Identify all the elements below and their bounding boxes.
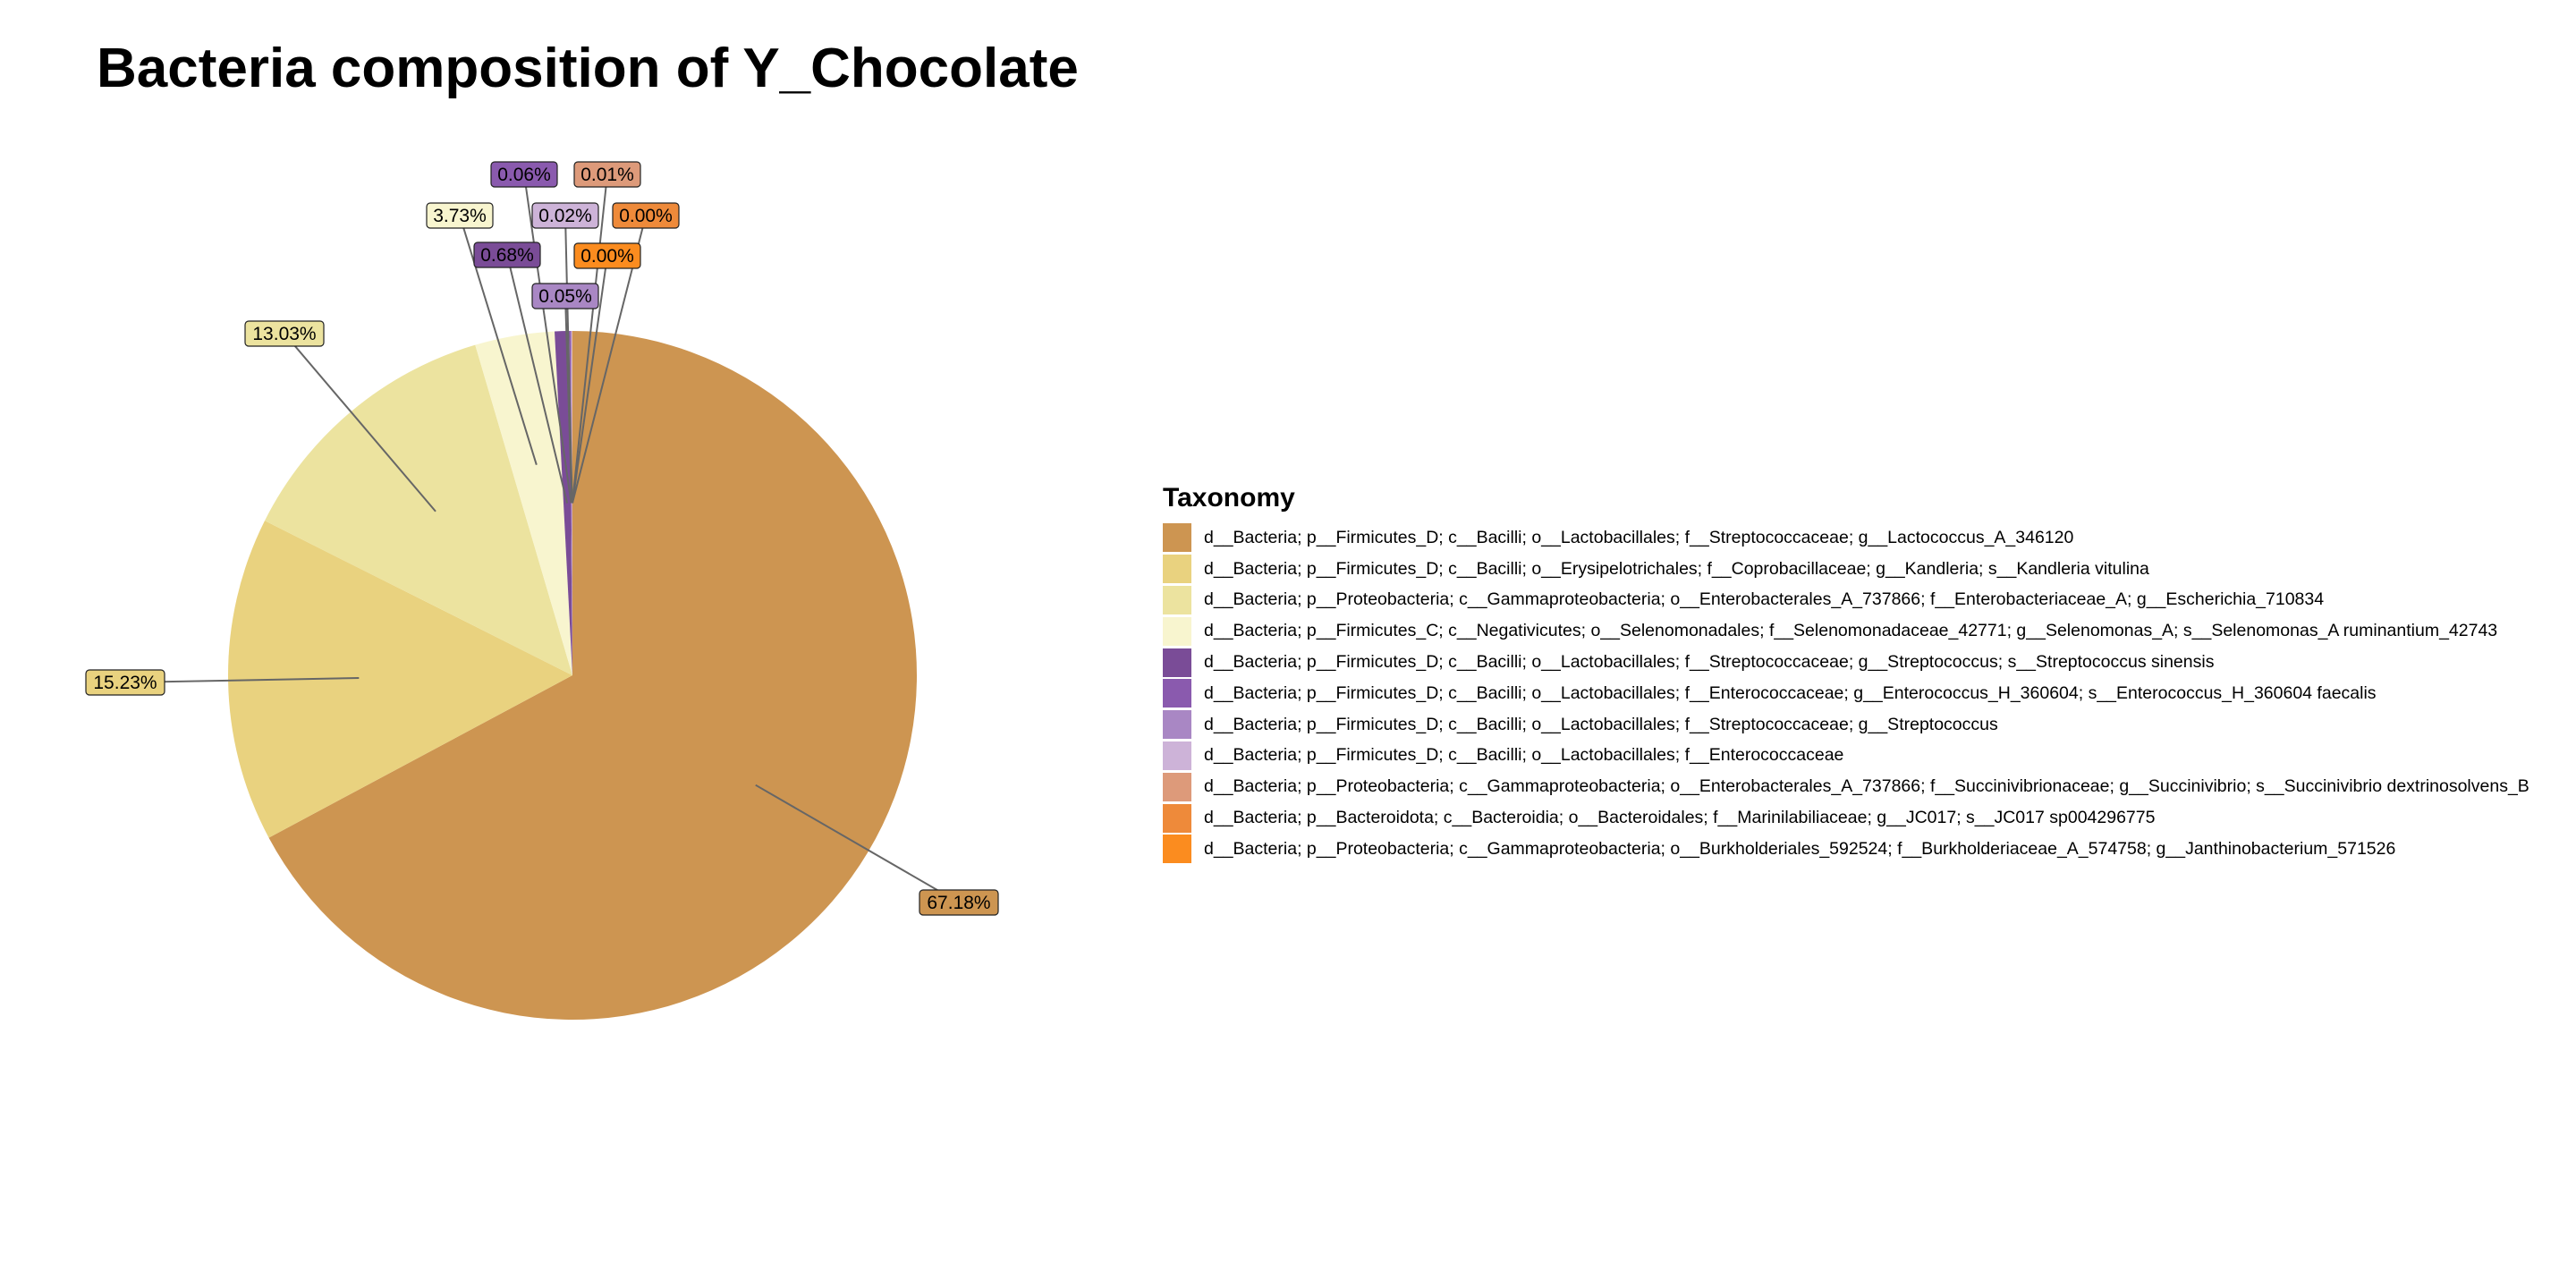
slice-label-3: 13.03% [244, 320, 325, 347]
leader-line-5 [506, 254, 569, 504]
legend-entry-9: d__Bacteria; p__Proteobacteria; c__Gamma… [1163, 771, 2529, 802]
legend-label: d__Bacteria; p__Firmicutes_C; c__Negativ… [1204, 621, 2498, 641]
legend-entry-1: d__Bacteria; p__Firmicutes_D; c__Bacilli… [1163, 522, 2529, 554]
slice-label-text: 0.00% [580, 246, 634, 267]
legend-label: d__Bacteria; p__Bacteroidota; c__Bactero… [1204, 808, 2156, 828]
legend-swatch [1163, 835, 1191, 864]
slice-label-11: 0.00% [573, 242, 641, 269]
legend-swatch [1163, 648, 1191, 677]
legend: Taxonomy d__Bacteria; p__Firmicutes_D; c… [1163, 483, 2529, 865]
legend-label: d__Bacteria; p__Proteobacteria; c__Gamma… [1204, 838, 2396, 859]
legend-swatch [1163, 679, 1191, 708]
leader-line-3 [284, 333, 436, 513]
slice-label-9: 0.01% [573, 161, 641, 188]
legend-label: d__Bacteria; p__Firmicutes_D; c__Bacilli… [1204, 682, 2377, 703]
chart-title: Bacteria composition of Y_Chocolate [97, 38, 1079, 99]
leader-line-9 [571, 174, 608, 504]
slice-label-text: 67.18% [927, 893, 990, 913]
slice-label-8: 0.02% [531, 202, 599, 229]
slice-label-text: 15.23% [93, 673, 157, 693]
legend-entry-8: d__Bacteria; p__Firmicutes_D; c__Bacilli… [1163, 741, 2529, 772]
legend-swatch [1163, 616, 1191, 646]
slice-label-4: 3.73% [426, 202, 494, 229]
pie-slice-4 [475, 331, 572, 675]
legend-entry-2: d__Bacteria; p__Firmicutes_D; c__Bacilli… [1163, 554, 2529, 585]
legend-entry-10: d__Bacteria; p__Bacteroidota; c__Bactero… [1163, 802, 2529, 834]
slice-label-6: 0.06% [490, 161, 558, 188]
slice-label-5: 0.68% [473, 242, 541, 268]
legend-swatch [1163, 555, 1191, 584]
legend-label: d__Bacteria; p__Firmicutes_D; c__Bacilli… [1204, 745, 1844, 766]
slice-label-text: 0.01% [580, 165, 634, 185]
slice-label-text: 13.03% [252, 324, 316, 344]
legend-label: d__Bacteria; p__Firmicutes_D; c__Bacilli… [1204, 558, 2149, 579]
leader-line-6 [523, 174, 572, 504]
legend-label: d__Bacteria; p__Proteobacteria; c__Gamma… [1204, 776, 2529, 797]
pie-slices [228, 331, 917, 1020]
legend-entry-4: d__Bacteria; p__Firmicutes_C; c__Negativ… [1163, 615, 2529, 647]
legend-title: Taxonomy [1163, 483, 1295, 513]
leader-line-8 [564, 215, 573, 504]
pie-slice-2 [228, 521, 572, 838]
legend-entry-5: d__Bacteria; p__Firmicutes_D; c__Bacilli… [1163, 647, 2529, 678]
slice-label-text: 0.06% [497, 165, 551, 185]
legend-swatch [1163, 741, 1191, 770]
legend-swatch [1163, 803, 1191, 833]
slice-label-2: 15.23% [85, 669, 165, 696]
legend-swatch [1163, 710, 1191, 740]
slice-label-text: 3.73% [433, 206, 487, 226]
legend-entry-3: d__Bacteria; p__Proteobacteria; c__Gamma… [1163, 585, 2529, 616]
legend-swatch [1163, 585, 1191, 614]
slice-label-1: 67.18% [919, 889, 999, 916]
slice-label-text: 0.68% [480, 245, 534, 266]
legend-label: d__Bacteria; p__Firmicutes_D; c__Bacilli… [1204, 714, 1998, 734]
pie-slice-1 [268, 331, 917, 1020]
slice-labels: 67.18% 15.23% 13.03% 3.73% 0.68% 0.06% 0.05% 0.… [85, 161, 999, 916]
legend-entries: d__Bacteria; p__Firmicutes_D; c__Bacilli… [1163, 522, 2529, 865]
slice-label-text: 0.02% [538, 206, 592, 226]
legend-label: d__Bacteria; p__Firmicutes_D; c__Bacilli… [1204, 527, 2074, 547]
leader-line-11 [571, 255, 608, 504]
legend-label: d__Bacteria; p__Proteobacteria; c__Gamma… [1204, 589, 2325, 610]
slice-label-text: 0.05% [538, 286, 592, 307]
slice-label-10: 0.00% [612, 202, 680, 229]
pie-slice-3 [265, 344, 572, 675]
slice-label-text: 0.00% [619, 206, 673, 226]
legend-swatch [1163, 772, 1191, 801]
legend-swatch [1163, 523, 1191, 553]
leader-line-4 [459, 215, 538, 466]
legend-entry-11: d__Bacteria; p__Proteobacteria; c__Gamma… [1163, 834, 2529, 865]
legend-entry-7: d__Bacteria; p__Firmicutes_D; c__Bacilli… [1163, 709, 2529, 741]
label-leader-lines [124, 174, 960, 903]
leader-line-1 [755, 784, 960, 903]
legend-entry-6: d__Bacteria; p__Firmicutes_D; c__Bacilli… [1163, 678, 2529, 709]
slice-label-7: 0.05% [531, 283, 599, 309]
legend-label: d__Bacteria; p__Firmicutes_D; c__Bacilli… [1204, 652, 2215, 673]
